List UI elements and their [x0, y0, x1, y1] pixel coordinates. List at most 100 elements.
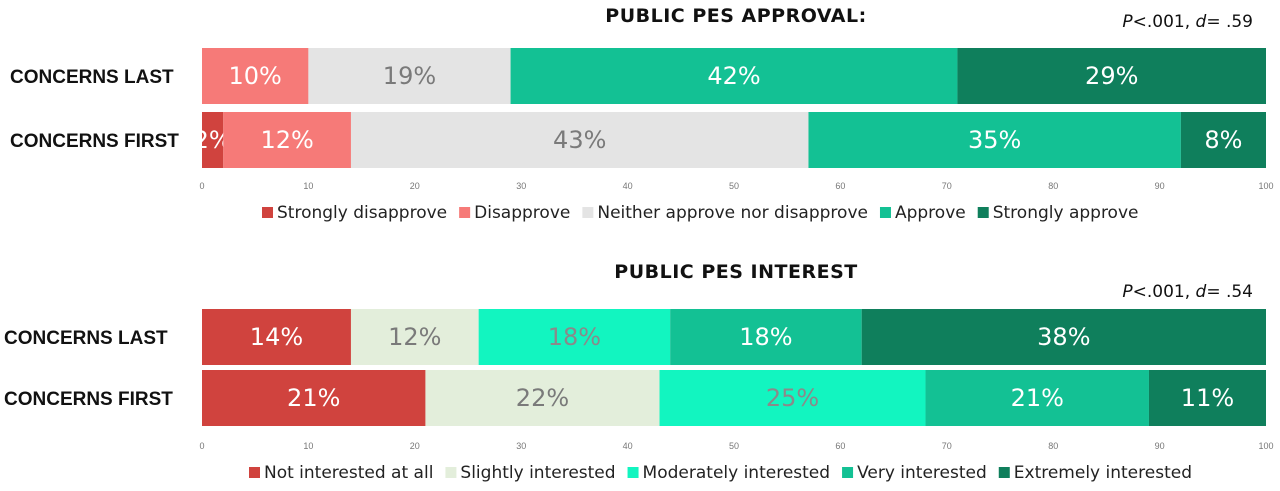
x-tick-label: 70: [942, 441, 952, 451]
data-label: 12%: [260, 126, 313, 154]
bar-segment-disapprove: [223, 112, 351, 168]
legend: Not interested at all Slightly interested…: [249, 463, 1192, 483]
legend-swatch: [879, 207, 891, 218]
bar-segment-slightly-interested: [350, 309, 479, 365]
bar-segment-moderately-interested: [659, 370, 926, 426]
legend-label-neither-approve-nor-disapprove: Neither approve nor disapprove: [597, 203, 868, 223]
x-tick-label: 70: [942, 181, 952, 191]
data-label: 10%: [229, 62, 282, 90]
stat-annotation: P<.001, d= .59: [1122, 12, 1253, 32]
legend: Strongly disapprove Disapprove Neither app…: [262, 203, 1138, 223]
x-tick-label: 50: [729, 181, 739, 191]
legend-label-approve: Approve: [895, 203, 966, 223]
category-label-concerns-first: CONCERNS FIRST: [4, 389, 173, 410]
x-tick-label: 30: [516, 441, 526, 451]
bar-segment-very-interested: [925, 370, 1149, 426]
bar-segment-very-interested: [670, 309, 862, 365]
legend-label-moderately-interested: Moderately interested: [643, 463, 831, 483]
chart-title: PUBLIC PES APPROVAL:: [605, 5, 866, 27]
x-tick-label: 80: [1048, 181, 1058, 191]
effect-size-label: d: [1196, 12, 1207, 32]
p-value-rest: <.001,: [1133, 282, 1196, 302]
data-label: 43%: [553, 126, 606, 154]
bar-segment-strongly-disapprove: [202, 112, 224, 168]
legend-swatch: [627, 467, 639, 478]
x-tick-label: 40: [623, 181, 633, 191]
p-value-text: P: [1122, 12, 1133, 32]
bar-segment-approve: [808, 112, 1181, 168]
data-label: 38%: [1037, 323, 1090, 351]
x-tick-label: 60: [835, 181, 845, 191]
legend-swatch: [459, 207, 471, 218]
p-value-text: P: [1122, 282, 1133, 302]
x-tick-label: 30: [516, 181, 526, 191]
effect-size-label: d: [1196, 282, 1207, 302]
x-tick-label: 20: [410, 181, 420, 191]
bar-segment-strongly-approve: [957, 48, 1266, 104]
legend-swatch: [842, 467, 854, 478]
x-tick-label: 90: [1155, 181, 1165, 191]
bar-segment-disapprove: [202, 48, 309, 104]
bar-segment-extremely-interested: [861, 309, 1266, 365]
effect-size-value: = .59: [1206, 12, 1253, 32]
category-label-concerns-last: CONCERNS LAST: [4, 328, 168, 349]
data-label: 35%: [968, 126, 1021, 154]
chart-title: PUBLIC PES INTEREST: [614, 261, 857, 283]
x-tick-label: 60: [835, 441, 845, 451]
legend-label-slightly-interested: Slightly interested: [460, 463, 615, 483]
legend-label-strongly-approve: Strongly approve: [993, 203, 1139, 223]
data-label: 29%: [1085, 62, 1138, 90]
data-label: 19%: [383, 62, 436, 90]
category-label-concerns-first: CONCERNS FIRST: [10, 131, 179, 152]
bar-segment-neither-approve-nor-disapprove: [350, 112, 809, 168]
data-label: 21%: [287, 384, 340, 412]
legend-swatch: [249, 467, 260, 478]
data-label: 8%: [1204, 126, 1242, 154]
x-tick-label: 100: [1258, 181, 1273, 191]
bar-segment-not-interested-at-all: [202, 309, 351, 365]
x-tick-label: 0: [199, 181, 204, 191]
x-tick-label: 90: [1155, 441, 1165, 451]
bar-segment-moderately-interested: [478, 309, 671, 365]
legend-label-extremely-interested: Extremely interested: [1014, 463, 1192, 483]
data-label: 21%: [1011, 384, 1064, 412]
data-label: 14%: [250, 323, 303, 351]
stat-annotation: P<.001, d= .54: [1122, 282, 1253, 302]
legend-label-very-interested: Very interested: [857, 463, 987, 483]
legend-swatch: [445, 467, 457, 478]
x-tick-label: 10: [303, 441, 313, 451]
category-label-concerns-last: CONCERNS LAST: [10, 67, 174, 88]
data-label: 12%: [388, 323, 441, 351]
p-value-rest: <.001,: [1133, 12, 1196, 32]
data-label: 42%: [707, 62, 760, 90]
bar-segment-neither-approve-nor-disapprove: [308, 48, 511, 104]
data-label: 22%: [516, 384, 569, 412]
interest-chart-panel: PUBLIC PES INTEREST P<.001, d= .54 CONCERN…: [4, 261, 1274, 483]
legend-label-disapprove: Disapprove: [474, 203, 570, 223]
x-tick-label: 80: [1048, 441, 1058, 451]
bar-segment-strongly-approve: [1180, 112, 1266, 168]
legend-swatch: [582, 207, 594, 218]
legend-label-strongly-disapprove: Strongly disapprove: [277, 203, 447, 223]
data-label: 25%: [766, 384, 819, 412]
data-label: 18%: [548, 323, 601, 351]
x-tick-label: 0: [199, 441, 204, 451]
data-label: 11%: [1181, 384, 1234, 412]
bar-segment-extremely-interested: [1148, 370, 1266, 426]
x-tick-label: 50: [729, 441, 739, 451]
legend-swatch: [262, 207, 273, 218]
effect-size-value: = .54: [1206, 282, 1253, 302]
bar-segment-approve: [510, 48, 958, 104]
bar-segment-slightly-interested: [425, 370, 660, 426]
data-label: 18%: [739, 323, 792, 351]
x-tick-label: 40: [623, 441, 633, 451]
bar-segment-not-interested-at-all: [202, 370, 426, 426]
approval-chart-panel: PUBLIC PES APPROVAL: P<.001, d= .59 CONCER…: [10, 5, 1274, 223]
x-tick-label: 20: [410, 441, 420, 451]
x-tick-label: 100: [1258, 441, 1273, 451]
legend-swatch: [977, 207, 989, 218]
legend-label-not-interested-at-all: Not interested at all: [264, 463, 433, 483]
x-tick-label: 10: [303, 181, 313, 191]
legend-swatch: [998, 467, 1010, 478]
